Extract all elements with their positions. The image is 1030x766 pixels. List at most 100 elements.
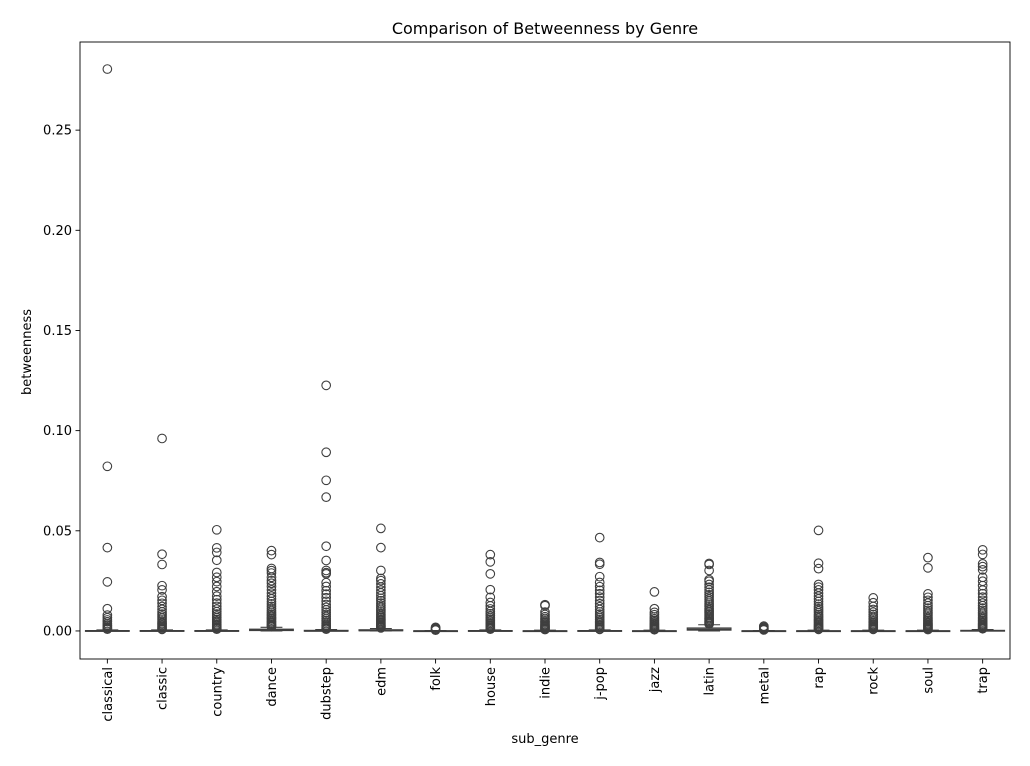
outlier-point xyxy=(211,624,222,635)
y-tick-label: 0.20 xyxy=(43,224,72,239)
outlier-point xyxy=(977,544,988,555)
outlier-point xyxy=(157,585,167,595)
outlier-point xyxy=(594,577,605,588)
outlier-point xyxy=(211,601,222,612)
outlier-point xyxy=(211,572,222,583)
box-group-soul xyxy=(905,552,951,635)
outlier-point xyxy=(430,625,441,636)
outlier-point xyxy=(485,624,496,635)
outlier-point xyxy=(704,565,714,576)
outlier-point xyxy=(102,64,113,74)
outlier-point xyxy=(266,575,277,586)
outlier-point xyxy=(321,581,332,592)
x-tick-label: edm xyxy=(374,667,389,696)
outlier-point xyxy=(977,561,988,572)
outlier-point xyxy=(923,624,933,635)
outlier-point xyxy=(977,580,988,591)
outlier-point xyxy=(211,594,222,605)
box-group-indie xyxy=(522,599,568,635)
outlier-point xyxy=(376,575,386,586)
box-group-folk xyxy=(413,622,459,636)
outlier-point xyxy=(868,624,879,635)
x-tick-label: metal xyxy=(757,667,772,704)
outlier-point xyxy=(813,563,824,574)
outlier-point xyxy=(211,586,222,597)
box-group-classic xyxy=(139,433,185,635)
y-axis-label: betweenness xyxy=(20,309,35,395)
x-tick-label: indie xyxy=(539,667,554,699)
outlier-point xyxy=(266,591,277,601)
outlier-point xyxy=(211,547,222,558)
outlier-point xyxy=(977,598,988,608)
outlier-point xyxy=(594,601,605,612)
outlier-point xyxy=(266,621,277,632)
box-group-metal xyxy=(741,621,787,635)
x-tick-label: latin xyxy=(703,667,718,696)
box-group-house xyxy=(467,549,513,635)
outlier-point xyxy=(813,591,824,601)
outlier-point xyxy=(376,590,386,601)
outlier-point xyxy=(485,549,496,560)
box-group-rock xyxy=(850,593,896,635)
outlier-point xyxy=(813,525,824,536)
x-tick-label: soul xyxy=(921,667,936,694)
outlier-point xyxy=(977,588,988,599)
outlier-point xyxy=(704,559,714,570)
outlier-point xyxy=(266,568,277,578)
x-tick-label: folk xyxy=(429,667,444,691)
outlier-point xyxy=(157,559,167,570)
outlier-point xyxy=(102,577,113,587)
outlier-point xyxy=(266,581,277,592)
box-group-country xyxy=(194,524,240,635)
outlier-point xyxy=(211,591,222,601)
outlier-point xyxy=(540,607,550,617)
outlier-point xyxy=(594,559,605,570)
box-group-rap xyxy=(796,525,841,635)
box-group-latin xyxy=(686,558,732,632)
outlier-point xyxy=(321,555,332,566)
outlier-point xyxy=(594,571,605,582)
outlier-point xyxy=(485,569,496,579)
x-tick-label: classical xyxy=(101,667,116,722)
outlier-point xyxy=(266,549,277,560)
outlier-point xyxy=(923,563,933,573)
outlier-point xyxy=(977,585,988,595)
x-axis-label: sub_genre xyxy=(511,732,578,747)
outlier-point xyxy=(321,380,332,391)
outlier-point xyxy=(157,580,167,591)
outlier-point xyxy=(594,585,605,596)
outlier-point xyxy=(540,624,550,635)
outlier-point xyxy=(266,565,277,576)
box-group-j-pop xyxy=(577,532,623,635)
outlier-point xyxy=(704,579,714,590)
outlier-point xyxy=(977,549,988,560)
outlier-point xyxy=(594,588,605,599)
box-group-dubstep xyxy=(303,380,349,635)
outlier-point xyxy=(321,577,332,588)
outlier-point xyxy=(376,565,386,576)
x-tick-label: rap xyxy=(812,667,827,689)
outlier-point xyxy=(321,624,332,635)
outlier-point xyxy=(321,475,332,486)
outlier-point xyxy=(211,555,222,566)
x-tick-label: trap xyxy=(976,667,991,694)
outlier-point xyxy=(266,545,277,556)
outlier-point xyxy=(594,532,605,543)
chart-title: Comparison of Betweenness by Genre xyxy=(392,19,698,38)
outlier-point xyxy=(704,585,714,595)
outlier-point xyxy=(266,578,277,589)
outlier-point xyxy=(157,549,167,560)
outlier-point xyxy=(977,558,988,569)
outlier-point xyxy=(376,523,386,534)
outlier-point xyxy=(813,594,824,604)
y-tick-label: 0.15 xyxy=(43,324,72,339)
outlier-point xyxy=(977,565,988,575)
outlier-point xyxy=(102,542,113,553)
outlier-point xyxy=(102,624,113,635)
y-tick-label: 0.00 xyxy=(43,624,72,639)
box-group-dance xyxy=(249,545,294,632)
outlier-point xyxy=(321,589,332,599)
outlier-point xyxy=(868,601,879,612)
outlier-point xyxy=(266,594,277,604)
outlier-point xyxy=(321,492,332,502)
